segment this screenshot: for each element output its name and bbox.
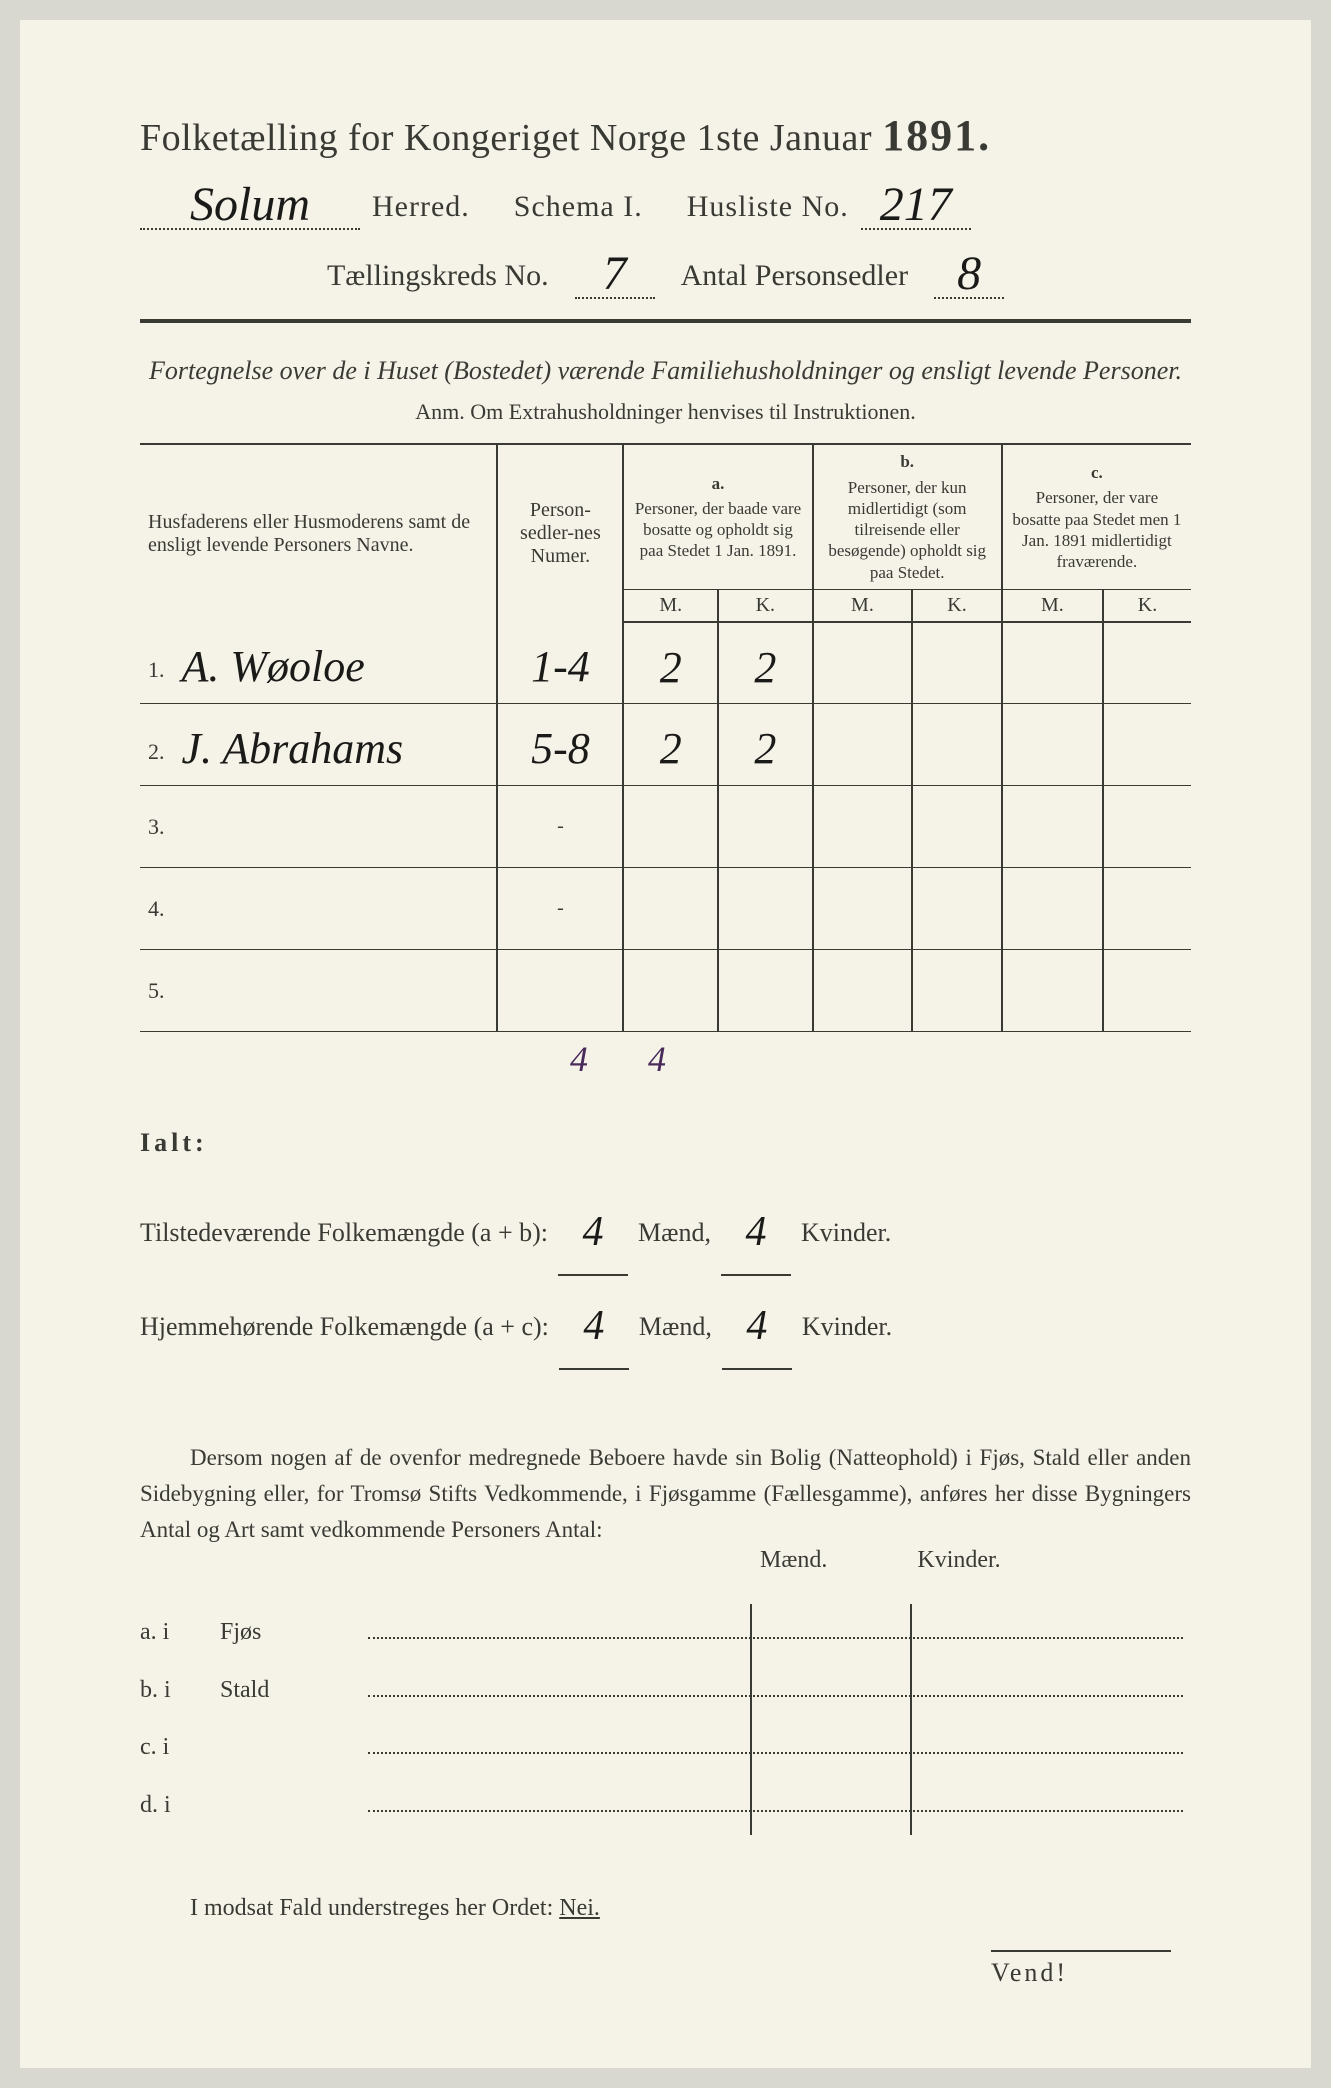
kreds-field: 7: [575, 242, 655, 299]
ab-maend: 4: [583, 1186, 604, 1278]
ab-kvinder: 4: [745, 1186, 766, 1278]
schema-label: Schema I.: [514, 190, 643, 224]
table-row: 2. J. Abrahams 5-8 2 2: [140, 704, 1191, 786]
antal-label: Antal Personsedler: [681, 259, 908, 293]
sidebygning-paragraph: Dersom nogen af de ovenfor medregnede Be…: [140, 1440, 1191, 1547]
header-row-2: Tællingskreds No. 7 Antal Personsedler 8: [140, 242, 1191, 299]
herred-value: Solum: [190, 177, 310, 232]
table-row: 1. A. Wøoloe 1-4 2 2: [140, 622, 1191, 704]
ac-kvinder: 4: [746, 1280, 767, 1372]
column-totals: 4 4: [570, 1038, 1191, 1080]
name-cell: A. Wøoloe: [182, 641, 365, 692]
antal-field: 8: [934, 242, 1004, 299]
col-b-m: M.: [813, 589, 913, 622]
sb-row: b. i Stald: [140, 1662, 1191, 1720]
table-row: 5.: [140, 950, 1191, 1032]
col-b-header: b. Personer, der kun midlertidigt (som t…: [813, 444, 1002, 589]
col-c-header: c. Personer, der vare bosatte paa Stedet…: [1002, 444, 1191, 589]
col-total-a-m: 4: [570, 1038, 588, 1080]
col-numer-header: Person-sedler-nes Numer.: [497, 444, 623, 622]
header-row-1: Solum Herred. Schema I. Husliste No. 217: [140, 173, 1191, 230]
vend-corner: Vend!: [991, 1950, 1171, 1988]
main-title: Folketælling for Kongeriget Norge 1ste J…: [140, 110, 1191, 161]
table-row: 4. -: [140, 868, 1191, 950]
anm-note: Anm. Om Extrahusholdninger henvises til …: [140, 399, 1191, 425]
col-total-a-k: 4: [648, 1038, 666, 1080]
census-table: Husfaderens eller Husmoderens samt de en…: [140, 443, 1191, 1032]
title-year: 1891.: [882, 111, 991, 160]
herred-field: Solum: [140, 173, 360, 230]
col-c-m: M.: [1002, 589, 1103, 622]
ac-maend: 4: [583, 1280, 604, 1372]
sb-row: c. i: [140, 1719, 1191, 1777]
table-row: 3. -: [140, 786, 1191, 868]
kreds-value: 7: [603, 246, 627, 301]
husliste-field: 217: [861, 173, 971, 230]
col-name-header: Husfaderens eller Husmoderens samt de en…: [140, 444, 497, 622]
kreds-label: Tællingskreds No.: [327, 259, 549, 293]
name-cell: J. Abrahams: [182, 723, 404, 774]
title-text: Folketælling for Kongeriget Norge 1ste J…: [140, 117, 872, 159]
col-a-header: a. Personer, der baade vare bosatte og o…: [623, 444, 812, 589]
sb-hdr-maend: Mænd.: [760, 1547, 827, 1574]
sb-header: Mænd. Kvinder.: [760, 1547, 1191, 1574]
totals-row-ab: Tilstedeværende Folkemængde (a + b): 4 M…: [140, 1182, 1191, 1276]
col-b-k: K.: [912, 589, 1002, 622]
col-c-k: K.: [1103, 589, 1191, 622]
antal-value: 8: [957, 246, 981, 301]
rule-1: [140, 319, 1191, 323]
sidebygning-list: a. i Fjøs b. i Stald c. i d. i: [140, 1604, 1191, 1834]
sb-hdr-kvinder: Kvinder.: [917, 1547, 1000, 1574]
col-a-m: M.: [623, 589, 718, 622]
subtitle: Fortegnelse over de i Huset (Bostedet) v…: [140, 353, 1191, 389]
totals-row-ac: Hjemmehørende Folkemængde (a + c): 4 Mæn…: [140, 1276, 1191, 1370]
ialt-label: Ialt:: [140, 1114, 1191, 1171]
col-a-k: K.: [718, 589, 813, 622]
nei-line: I modsat Fald understreges her Ordet: Ne…: [140, 1895, 1191, 1922]
husliste-label: Husliste No.: [687, 190, 849, 224]
husliste-value: 217: [880, 177, 952, 232]
nei-word: Nei.: [559, 1895, 600, 1921]
sb-row: d. i: [140, 1777, 1191, 1835]
totals-block: Ialt: Tilstedeværende Folkemængde (a + b…: [140, 1114, 1191, 1370]
sb-row: a. i Fjøs: [140, 1604, 1191, 1662]
census-form-page: Folketælling for Kongeriget Norge 1ste J…: [20, 20, 1311, 2068]
herred-label: Herred.: [372, 190, 470, 224]
